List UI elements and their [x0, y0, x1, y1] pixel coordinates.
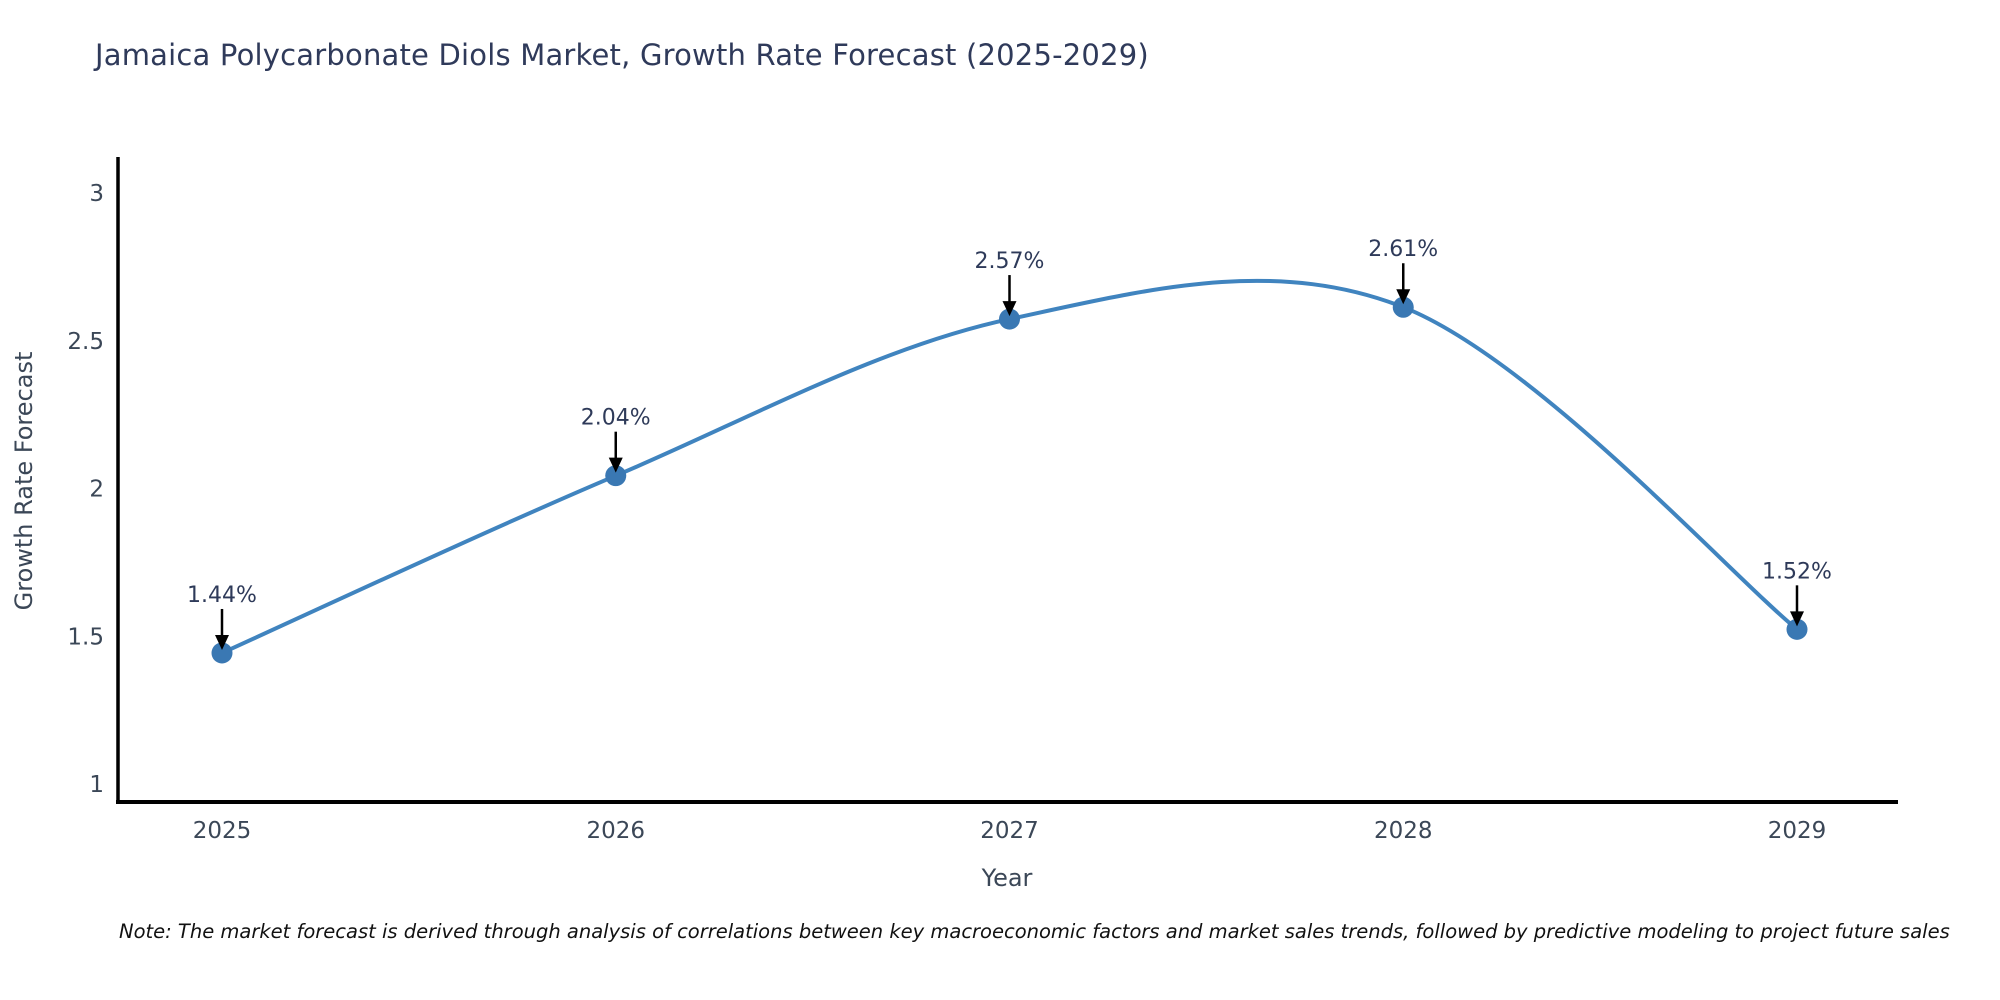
point-value-label: 2.57% — [975, 249, 1045, 274]
x-tick-labels: 2025 2026 2027 2028 2029 — [193, 818, 1827, 844]
y-tick-label: 3 — [89, 181, 104, 207]
x-tick-label: 2029 — [1768, 818, 1827, 844]
point-value-label: 1.52% — [1762, 559, 1832, 584]
data-point-marker — [1786, 618, 1808, 640]
y-tick-label: 2.5 — [67, 329, 104, 355]
y-tick-labels: 1 1.5 2 2.5 3 — [67, 181, 104, 798]
x-axis-title: Year — [981, 864, 1033, 892]
data-point-marker — [605, 465, 627, 487]
y-tick-label: 1 — [89, 772, 104, 798]
x-tick-label: 2026 — [586, 818, 645, 844]
x-tick-label: 2028 — [1374, 818, 1433, 844]
growth-line-path — [220, 278, 1799, 655]
chart-title: Jamaica Polycarbonate Diols Market, Grow… — [95, 38, 1149, 72]
x-tick-label: 2025 — [193, 818, 252, 844]
annotation-arrowhead — [1790, 611, 1804, 627]
data-point-marker — [211, 642, 233, 664]
point-value-label: 1.44% — [187, 583, 257, 608]
annotation-arrowhead — [1396, 289, 1411, 305]
data-point-markers — [211, 296, 1808, 664]
annotation-arrowhead — [215, 634, 229, 650]
data-point-marker — [1392, 296, 1414, 318]
y-tick-label: 2 — [89, 477, 104, 503]
y-tick-label: 1.5 — [67, 624, 104, 650]
annotation-arrowhead — [608, 457, 623, 473]
annotation-arrowhead — [1002, 301, 1017, 317]
data-point-marker — [999, 308, 1020, 330]
point-annotations: 1.44% 2.04% 2.57% 2.61% 1.52% — [187, 237, 1832, 650]
footnote: Note: The market forecast is derived thr… — [119, 920, 1950, 943]
x-tick-label: 2027 — [980, 818, 1039, 844]
point-value-label: 2.04% — [581, 406, 651, 431]
y-axis-title: Growth Rate Forecast — [10, 352, 38, 611]
point-value-label: 2.61% — [1368, 237, 1438, 262]
